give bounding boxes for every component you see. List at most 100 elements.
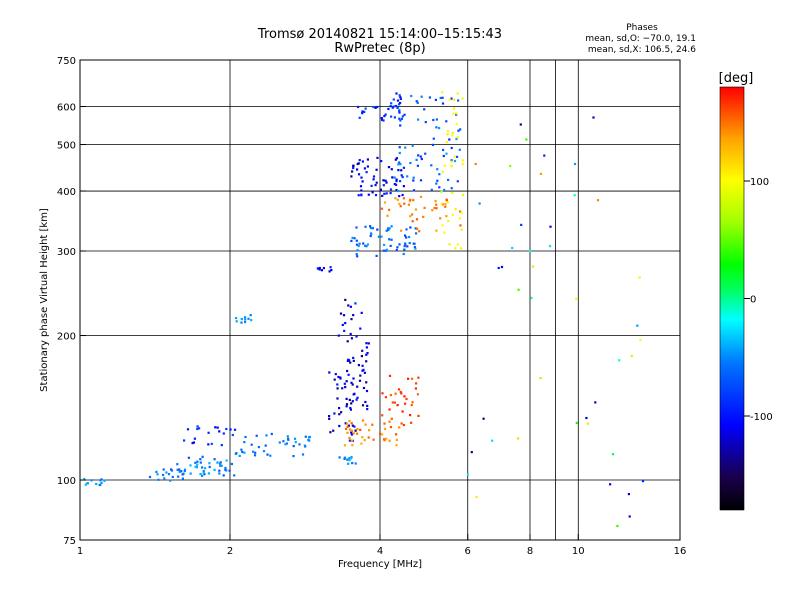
data-point xyxy=(358,116,361,119)
data-point xyxy=(238,454,241,457)
data-point xyxy=(343,456,346,459)
data-point xyxy=(441,224,444,227)
data-point xyxy=(298,443,301,446)
data-point xyxy=(347,373,350,376)
data-point xyxy=(399,97,402,100)
data-point xyxy=(390,102,393,105)
data-point xyxy=(428,96,431,99)
data-point xyxy=(417,118,420,121)
data-point xyxy=(482,417,485,420)
data-point xyxy=(336,383,339,386)
data-point xyxy=(460,228,463,231)
data-point xyxy=(351,462,354,465)
data-point xyxy=(388,439,391,442)
y-tick-label: 200 xyxy=(57,332,76,343)
data-point xyxy=(460,211,463,214)
data-point xyxy=(585,416,588,420)
data-point xyxy=(379,189,382,192)
data-point xyxy=(322,267,325,270)
data-point xyxy=(354,462,357,465)
data-point xyxy=(415,218,419,221)
data-point xyxy=(539,377,542,380)
data-point xyxy=(398,151,401,155)
data-point xyxy=(385,192,388,195)
data-point xyxy=(420,95,423,98)
grid-lines xyxy=(80,60,680,540)
data-point xyxy=(586,422,589,425)
data-point xyxy=(199,461,202,464)
data-point xyxy=(491,439,494,442)
data-point xyxy=(377,235,380,238)
data-point xyxy=(402,252,405,256)
data-point xyxy=(459,247,463,250)
data-point xyxy=(338,413,341,416)
data-point xyxy=(364,244,367,247)
data-point xyxy=(369,226,372,230)
data-point xyxy=(575,421,578,424)
data-point xyxy=(390,238,393,241)
data-point xyxy=(443,231,446,234)
data-point xyxy=(436,179,439,182)
data-point xyxy=(402,166,405,169)
data-point xyxy=(346,340,349,343)
data-point xyxy=(363,167,366,170)
data-point xyxy=(409,226,412,229)
data-point xyxy=(391,176,394,179)
data-point xyxy=(454,247,457,250)
y-tick-label: 300 xyxy=(57,247,76,258)
data-point xyxy=(334,373,337,376)
data-point xyxy=(328,270,331,273)
data-point xyxy=(345,405,348,408)
data-point xyxy=(398,195,401,198)
data-point xyxy=(395,104,398,108)
data-point xyxy=(350,337,353,340)
data-point xyxy=(382,438,386,441)
data-point xyxy=(360,189,363,192)
data-point xyxy=(196,460,199,463)
data-point xyxy=(412,176,415,179)
chart-subtitle: RwPretec (8p) xyxy=(334,41,425,56)
data-point xyxy=(392,98,395,101)
data-point xyxy=(365,346,368,349)
data-point xyxy=(207,472,210,475)
data-point xyxy=(445,152,448,155)
data-point xyxy=(376,228,379,231)
data-point xyxy=(441,203,444,206)
colorbar-tick-label: -100 xyxy=(750,412,773,423)
data-point xyxy=(415,158,418,161)
data-point xyxy=(219,464,222,467)
data-point xyxy=(169,479,172,482)
data-point xyxy=(250,443,253,446)
data-point xyxy=(401,410,404,413)
data-point xyxy=(213,468,216,471)
data-point xyxy=(448,138,451,141)
data-point xyxy=(404,402,407,405)
data-point xyxy=(203,473,206,476)
data-point xyxy=(446,201,449,204)
data-point xyxy=(350,439,353,442)
data-point xyxy=(264,444,267,447)
data-point xyxy=(336,397,339,400)
data-point xyxy=(162,473,165,477)
data-point xyxy=(455,137,458,141)
data-point xyxy=(454,208,457,211)
data-point xyxy=(352,356,355,359)
x-axis-label: Frequency [MHz] xyxy=(338,559,422,570)
data-point xyxy=(269,454,272,457)
data-point xyxy=(222,432,225,435)
data-point xyxy=(458,217,462,220)
data-point xyxy=(84,483,87,486)
data-point xyxy=(348,439,351,442)
data-point xyxy=(191,442,194,445)
data-point xyxy=(362,242,365,245)
y-tick-label: 75 xyxy=(63,536,76,547)
data-point xyxy=(348,457,351,460)
data-point xyxy=(359,185,363,188)
data-point xyxy=(400,392,403,395)
data-point xyxy=(231,433,234,437)
data-point xyxy=(355,335,358,338)
data-point xyxy=(294,441,297,444)
data-point xyxy=(416,393,419,396)
data-point xyxy=(198,427,201,430)
data-point xyxy=(349,408,352,411)
